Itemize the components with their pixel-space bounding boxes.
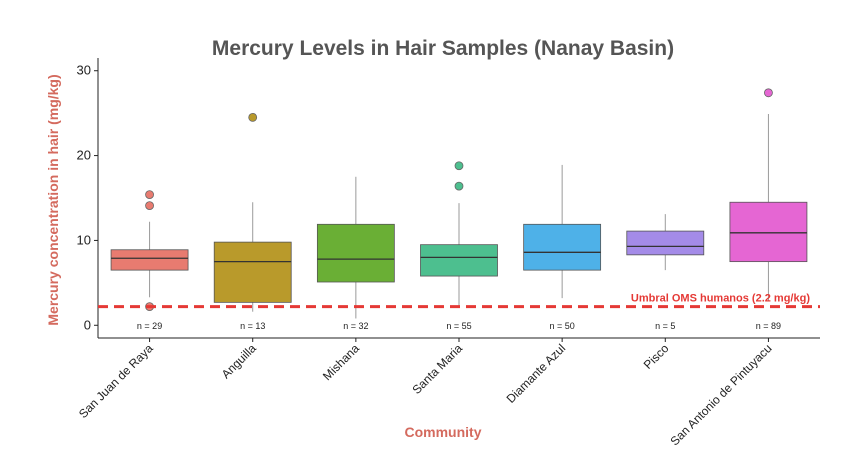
y-tick-label: 0 [84, 317, 91, 332]
x-axis-label: Community [405, 424, 482, 440]
who-threshold-label: Umbral OMS humanos (2.2 mg/kg) [631, 293, 810, 305]
outlier-point [454, 161, 464, 171]
outlier-point [248, 112, 258, 122]
x-tick-label: Pisco [641, 341, 672, 372]
sample-count-label: n = 29 [137, 321, 162, 331]
box-pisco [626, 230, 705, 256]
sample-count-label: n = 55 [446, 321, 471, 331]
box-san-juan-de-raya [110, 249, 189, 271]
box-san-antonio-de-pintuyacu [729, 201, 808, 263]
box-anguilla [213, 241, 292, 303]
outlier-point [454, 181, 464, 191]
box-diamante-azul [523, 223, 602, 271]
sample-count-label: n = 89 [756, 321, 781, 331]
x-tick-label: Mishana [320, 341, 362, 383]
x-tick-label: San Juan de Raya [76, 341, 156, 421]
sample-count-label: n = 5 [655, 321, 675, 331]
x-tick-label: Santa Maria [409, 341, 465, 397]
outlier-point [145, 201, 154, 211]
outlier-point [764, 88, 773, 98]
box-mishana [316, 223, 395, 283]
chart-title: Mercury Levels in Hair Samples (Nanay Ba… [212, 37, 674, 60]
outlier-point [145, 190, 154, 200]
sample-count-label: n = 50 [550, 321, 575, 331]
box-santa-maria [420, 244, 498, 277]
sample-count-label: n = 32 [343, 321, 368, 331]
x-tick-label: San Antonio de Pintuyacu [667, 341, 774, 448]
y-tick-label: 30 [77, 63, 91, 78]
sample-count-label: n = 13 [240, 321, 265, 331]
x-tick-label: Anguilla [219, 341, 259, 381]
y-axis-label: Mercury concentration in hair (mg/kg) [45, 74, 61, 325]
plot-area: 0 10 20 30 n = 29 San Juan de Raya n = 13 Angui… [76, 58, 820, 448]
x-tick-label: Diamante Azul [504, 341, 569, 406]
y-tick-label: 20 [77, 148, 91, 163]
y-tick-label: 10 [77, 232, 91, 247]
